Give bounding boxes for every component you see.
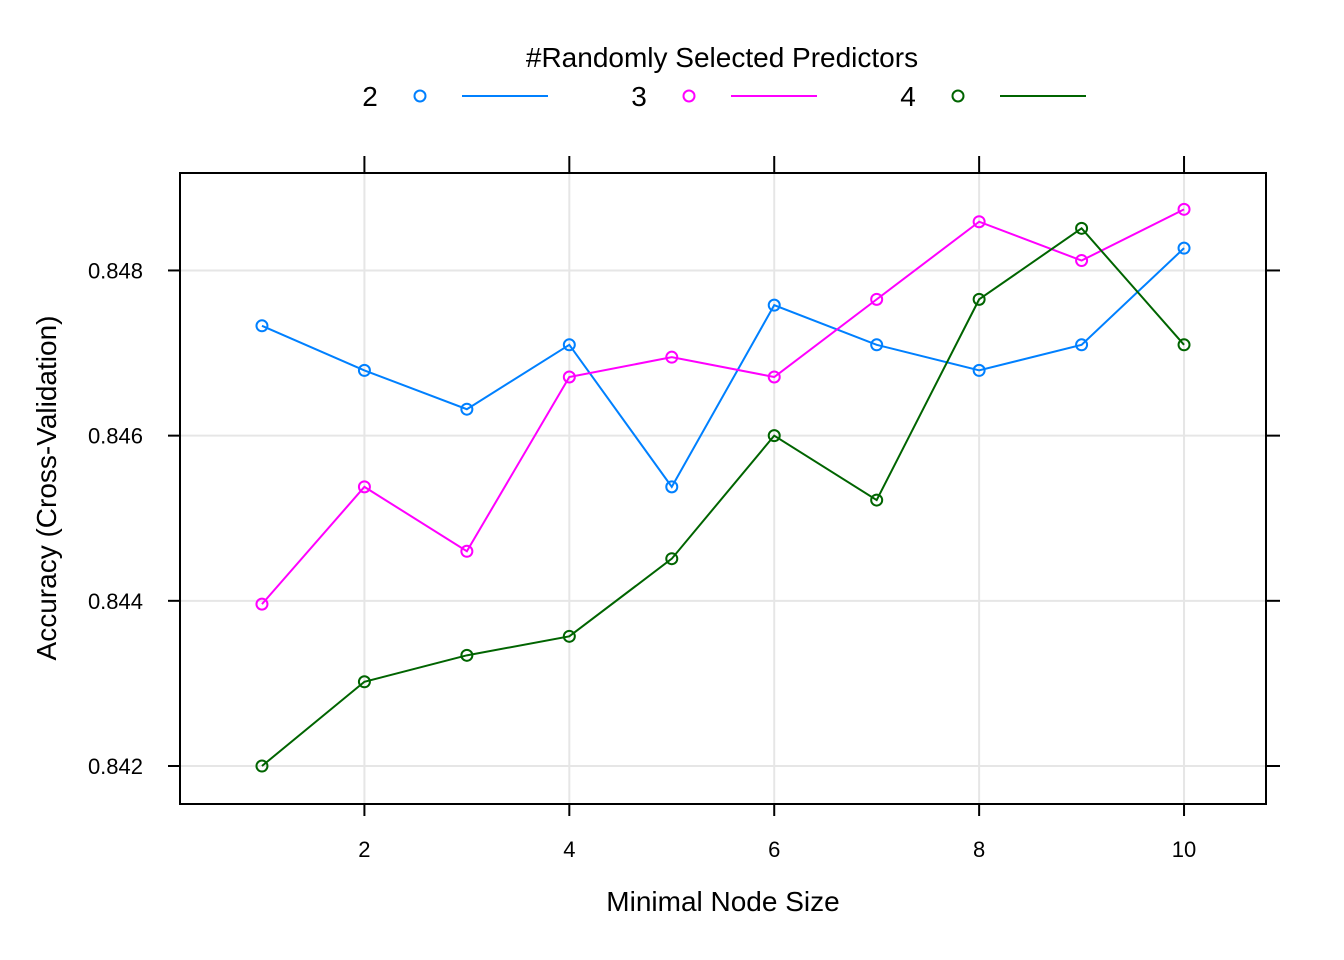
legend-label-2: 2 [362, 81, 378, 112]
data-point [1177, 338, 1191, 352]
data-point [255, 597, 269, 611]
data-point [255, 319, 269, 333]
data-point [460, 648, 474, 662]
data-point [870, 493, 884, 507]
x-tick-label: 6 [768, 837, 780, 862]
y-tick-label: 0.848 [88, 258, 143, 283]
data-point [562, 629, 576, 643]
y-tick-label: 0.842 [88, 754, 143, 779]
x-tick-label: 4 [563, 837, 575, 862]
data-point [665, 480, 679, 494]
series-2 [255, 241, 1191, 494]
legend-marker-2 [413, 89, 427, 103]
data-point [665, 552, 679, 566]
series-line-2 [261, 247, 1185, 489]
data-point [767, 429, 781, 443]
data-point [1177, 202, 1191, 216]
y-axis-title: Accuracy (Cross-Validation) [31, 316, 62, 661]
data-point [460, 402, 474, 416]
x-tick-label: 10 [1172, 837, 1196, 862]
legend-label-4: 4 [900, 81, 916, 112]
axes: 2 4 6 8 10 0.842 0.844 0.846 0.848 [88, 156, 1280, 862]
y-tick-label: 0.844 [88, 589, 143, 614]
data-point [1075, 338, 1089, 352]
series-layer [255, 202, 1191, 773]
data-point [870, 338, 884, 352]
data-point [562, 338, 576, 352]
data-point [972, 292, 986, 306]
data-point [255, 759, 269, 773]
data-point [357, 363, 371, 377]
data-point [1075, 254, 1089, 268]
data-point [1177, 241, 1191, 255]
data-point [767, 298, 781, 312]
series-4 [255, 221, 1191, 773]
legend-title: #Randomly Selected Predictors [526, 42, 918, 73]
data-point [665, 350, 679, 364]
series-3 [255, 202, 1191, 611]
data-point [460, 544, 474, 558]
grid [180, 173, 1266, 804]
data-point [562, 370, 576, 384]
data-point [357, 675, 371, 689]
legend-items: 2 3 4 [362, 81, 1086, 112]
data-point [870, 292, 884, 306]
data-point [972, 363, 986, 377]
legend-marker-3 [682, 89, 696, 103]
x-axis-title: Minimal Node Size [606, 886, 839, 917]
data-point [1075, 221, 1089, 235]
data-point [767, 370, 781, 384]
data-point [357, 480, 371, 494]
y-tick-label: 0.846 [88, 424, 143, 449]
series-line-3 [261, 208, 1185, 605]
plot-frame [179, 172, 1267, 805]
series-line-4 [261, 227, 1185, 767]
x-tick-label: 8 [973, 837, 985, 862]
data-point [972, 215, 986, 229]
legend-marker-4 [951, 89, 965, 103]
legend-label-3: 3 [631, 81, 647, 112]
x-tick-label: 2 [358, 837, 370, 862]
legend: #Randomly Selected Predictors 2 3 4 [362, 42, 1086, 112]
